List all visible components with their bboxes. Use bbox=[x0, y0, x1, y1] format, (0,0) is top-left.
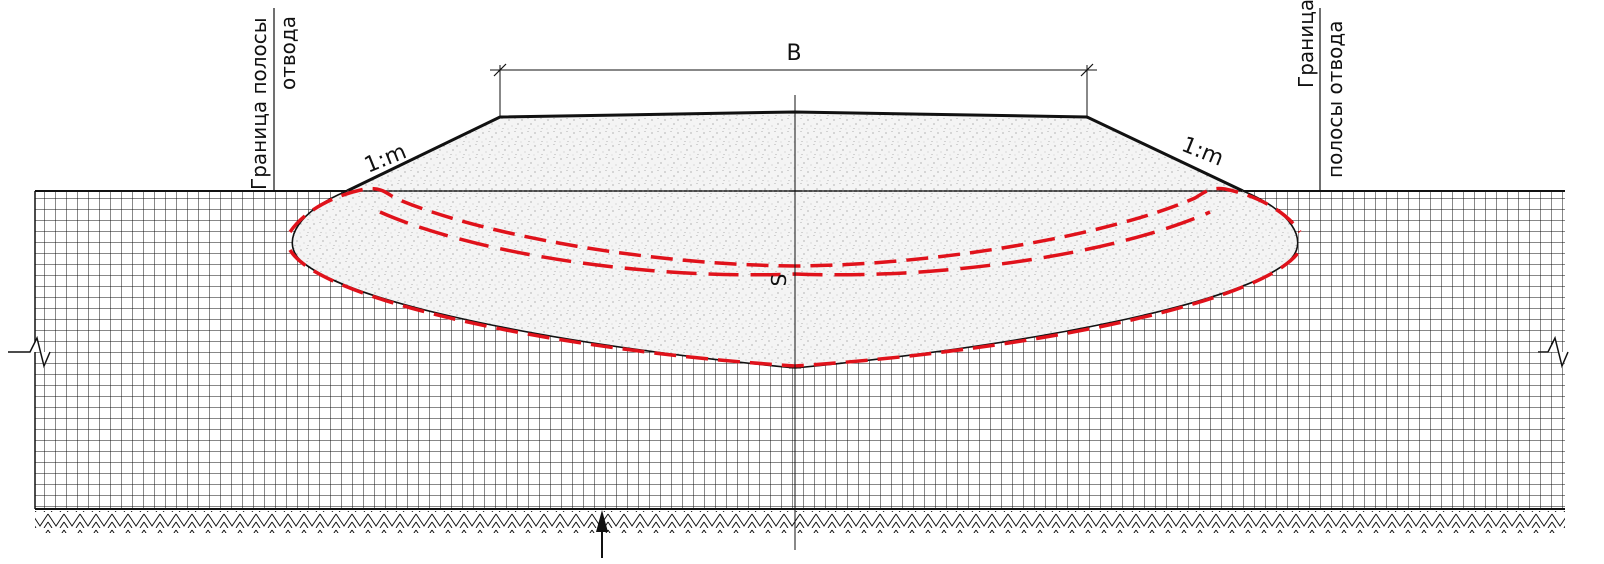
width-label: B bbox=[786, 41, 801, 66]
settlement-label: S bbox=[767, 274, 791, 287]
width-dimension bbox=[490, 63, 1097, 117]
boundary-right-line1: Граница bbox=[1294, 0, 1318, 88]
firm-base-hatching bbox=[35, 511, 1565, 533]
boundary-left-line1: Граница полосы bbox=[247, 17, 271, 190]
break-marker-left bbox=[8, 335, 51, 369]
arrow-up-icon bbox=[596, 510, 608, 558]
settlement-dimension bbox=[789, 190, 801, 369]
boundary-right-line2: полосы отвода bbox=[1323, 21, 1347, 178]
break-marker-right bbox=[1538, 335, 1569, 369]
boundary-left-line2: отвода bbox=[276, 16, 300, 90]
